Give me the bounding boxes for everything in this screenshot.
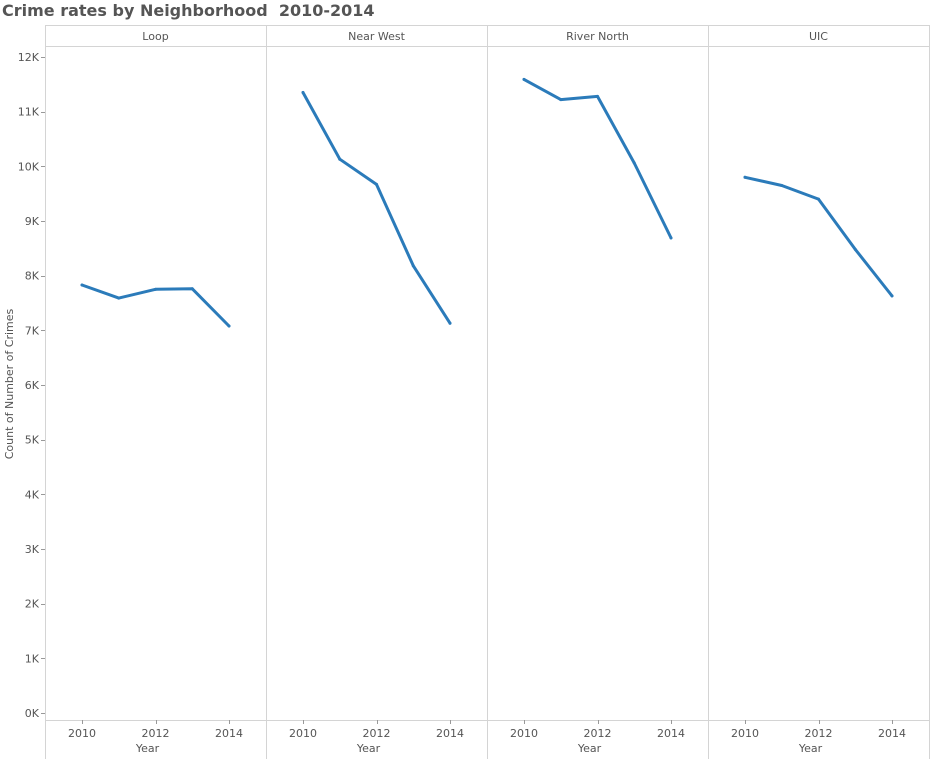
- y-tick-label: 0K: [25, 707, 40, 720]
- y-tick-label: 6K: [25, 379, 40, 392]
- x-tick-label: 2012: [805, 727, 833, 740]
- data-point[interactable]: [669, 236, 673, 240]
- x-axis-label: Year: [356, 742, 381, 755]
- panel-header-label: River North: [566, 30, 629, 43]
- x-tick-label: 2014: [878, 727, 906, 740]
- x-tick-label: 2010: [289, 727, 317, 740]
- series-line: [301, 91, 452, 325]
- data-point[interactable]: [411, 264, 415, 268]
- x-tick-label: 2014: [657, 727, 685, 740]
- y-axis-label: Count of Number of Crimes: [3, 308, 16, 459]
- x-tick-label: 2010: [68, 727, 96, 740]
- x-axis-label: Year: [135, 742, 160, 755]
- series-line: [743, 175, 894, 298]
- data-point[interactable]: [743, 175, 747, 179]
- data-point[interactable]: [301, 91, 305, 95]
- panel-frames: [45, 25, 930, 759]
- data-point[interactable]: [853, 247, 857, 251]
- data-point[interactable]: [522, 77, 526, 81]
- data-point[interactable]: [890, 294, 894, 298]
- data-point[interactable]: [559, 98, 563, 102]
- y-tick-label: 12K: [18, 51, 40, 64]
- data-point[interactable]: [338, 157, 342, 161]
- data-point[interactable]: [117, 296, 121, 300]
- panel: UIC 2010 2012 2014 Year: [731, 30, 906, 755]
- panels: Loop 2010 2012 2014 Year Near West 2010 2012 201…: [68, 30, 906, 755]
- series-line: [80, 283, 231, 328]
- y-tick-label: 11K: [18, 106, 40, 119]
- data-point[interactable]: [227, 324, 231, 328]
- x-tick-label: 2012: [363, 727, 391, 740]
- data-point[interactable]: [780, 183, 784, 187]
- y-tick-label: 3K: [25, 543, 40, 556]
- data-point[interactable]: [632, 161, 636, 165]
- x-tick-label: 2010: [731, 727, 759, 740]
- data-point[interactable]: [154, 287, 157, 291]
- panel-header-label: Loop: [142, 30, 168, 43]
- x-axis-label: Year: [577, 742, 602, 755]
- y-tick-label: 1K: [25, 652, 40, 665]
- x-tick-label: 2014: [436, 727, 464, 740]
- y-tick-label: 5K: [25, 434, 40, 447]
- y-tick-label: 9K: [25, 215, 40, 228]
- data-point[interactable]: [448, 321, 452, 325]
- data-point[interactable]: [375, 182, 378, 186]
- data-point[interactable]: [190, 287, 194, 291]
- y-tick-label: 7K: [25, 324, 40, 337]
- x-axis-label: Year: [798, 742, 823, 755]
- panel-header-label: Near West: [348, 30, 405, 43]
- panel: River North 2010 2012 2014 Year: [510, 30, 685, 755]
- x-tick-label: 2012: [142, 727, 170, 740]
- x-tick-label: 2014: [215, 727, 243, 740]
- panel: Near West 2010 2012 2014 Year: [289, 30, 464, 755]
- y-tick-label: 4K: [25, 488, 40, 501]
- y-tick-label: 2K: [25, 598, 40, 611]
- y-axis: 0K 1K 2K 3K 4K 5K 6K 7K 8K 9K 10K 11K 12K: [18, 51, 45, 720]
- data-point[interactable]: [817, 197, 820, 201]
- panel: Loop 2010 2012 2014 Year: [68, 30, 243, 755]
- data-point[interactable]: [80, 283, 84, 287]
- chart-title: Crime rates by Neighborhood 2010-2014: [2, 1, 375, 20]
- data-point[interactable]: [596, 94, 599, 98]
- x-tick-label: 2010: [510, 727, 538, 740]
- y-tick-label: 10K: [18, 160, 40, 173]
- panel-header-label: UIC: [809, 30, 828, 43]
- series-line: [522, 77, 673, 240]
- x-tick-label: 2012: [584, 727, 612, 740]
- y-tick-label: 8K: [25, 270, 40, 283]
